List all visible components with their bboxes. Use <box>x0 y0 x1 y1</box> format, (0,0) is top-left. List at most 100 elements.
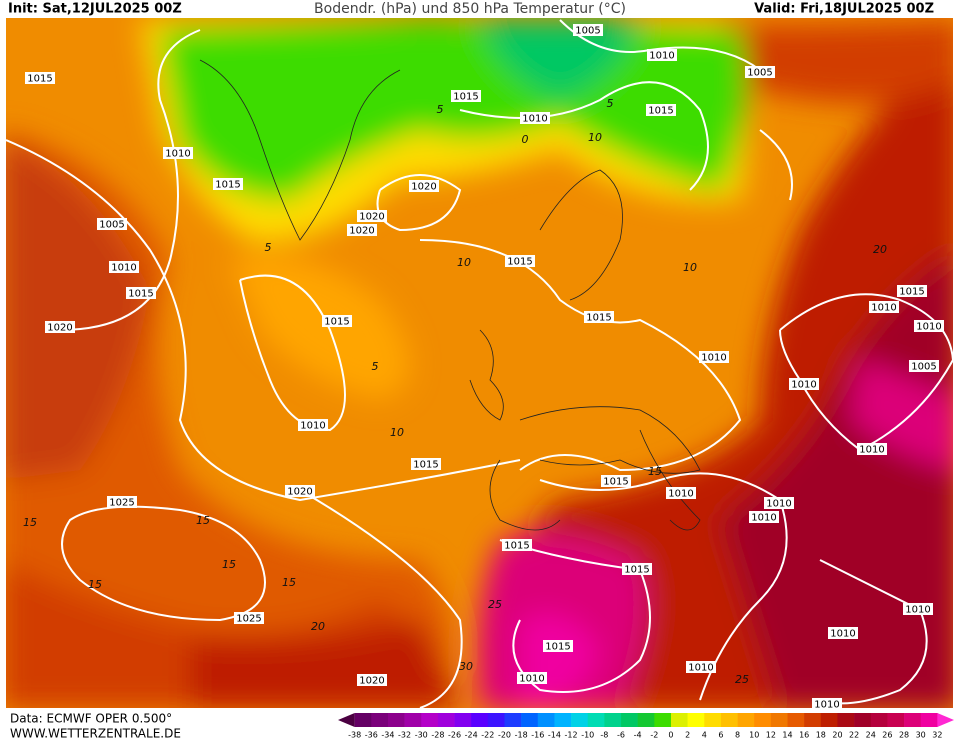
colorbar-swatch <box>504 713 522 727</box>
colorbar-label: -18 <box>515 731 528 740</box>
isobars <box>6 19 953 708</box>
colorbar-swatch <box>754 713 772 727</box>
colorbar-label: 16 <box>799 731 809 740</box>
isotherm-label: 15 <box>23 516 37 529</box>
colorbar-swatch <box>870 713 888 727</box>
colorbar-swatch <box>404 713 422 727</box>
colorbar-label: -6 <box>617 731 625 740</box>
colorbar-label: 4 <box>702 731 707 740</box>
colorbar-label: 22 <box>849 731 859 740</box>
colorbar-swatch <box>687 713 705 727</box>
isobar-label-box <box>666 487 696 499</box>
colorbar-arrow <box>338 713 355 727</box>
colorbar-label: -28 <box>431 731 444 740</box>
isobar-label-box <box>234 612 264 624</box>
colorbar-swatch <box>787 713 805 727</box>
colorbar-label: -8 <box>600 731 608 740</box>
colorbar-swatch <box>371 713 389 727</box>
colorbar-swatch <box>704 713 722 727</box>
colorbar-swatch <box>887 713 905 727</box>
isobar-label: 1015 <box>27 74 52 85</box>
colorbar-label: 32 <box>932 731 942 740</box>
colorbar-label: -10 <box>581 731 594 740</box>
isobar-label-box <box>789 378 819 390</box>
isobar-label-box <box>812 698 842 710</box>
isobar-label-box <box>347 224 377 236</box>
isobar-label: 1020 <box>349 226 374 237</box>
colorbar: -38 -36 -34 -32 -30 -28 -26 -24 -22 -20 -18 -16 -14-… <box>338 713 954 740</box>
isobar-label: 1015 <box>215 180 240 191</box>
isobar-label: 1010 <box>519 674 544 685</box>
isobar-label: 1025 <box>236 614 261 625</box>
isotherm-label: 20 <box>311 620 325 633</box>
isobar-label: 1010 <box>701 353 726 364</box>
colorbar-swatch <box>770 713 788 727</box>
isobar-label: 1015 <box>545 642 570 653</box>
isobar-label-box <box>897 285 927 297</box>
isobar-label-box <box>357 674 387 686</box>
colorbar-label: 0 <box>668 731 673 740</box>
isotherm-label: 30 <box>459 660 473 673</box>
isobar-label-box <box>285 485 315 497</box>
isotherm-label: 10 <box>683 261 697 274</box>
colorbar-label: -24 <box>465 731 478 740</box>
isotherm-label: 15 <box>222 558 236 571</box>
colorbar-swatch <box>854 713 872 727</box>
isobar-label: 1010 <box>791 380 816 391</box>
colorbar-swatch <box>354 713 372 727</box>
isobar-label-box <box>622 563 652 575</box>
isotherm-label: 0 <box>522 133 529 146</box>
isobar-label: 1015 <box>624 565 649 576</box>
colorbar-swatch <box>521 713 539 727</box>
valid-time: Valid: Fri,18JUL2025 00Z <box>754 2 934 17</box>
colorbar-swatch <box>454 713 472 727</box>
isobar-label-box <box>686 661 716 673</box>
isobar-label: 1015 <box>504 541 529 552</box>
colorbar-swatch <box>904 713 922 727</box>
colorbar-swatch <box>387 713 405 727</box>
init-time: Init: Sat,12JUL2025 00Z <box>8 2 182 17</box>
colorbar-swatch <box>820 713 838 727</box>
isobar-label-box <box>573 24 603 36</box>
isobar-label-box <box>107 496 137 508</box>
isobar-label-box <box>97 218 127 230</box>
isobar-label: 1015 <box>899 287 924 298</box>
isobar-label-box <box>764 497 794 509</box>
colorbar-swatch <box>837 713 855 727</box>
isotherm-label: 25 <box>735 673 749 686</box>
isobar-label-box <box>451 90 481 102</box>
colorbar-label: -4 <box>634 731 642 740</box>
isobar-label: 1020 <box>359 676 384 687</box>
isobar-label-box <box>749 511 779 523</box>
isobar-label: 1010 <box>751 513 776 524</box>
colorbar-label: -34 <box>381 731 394 740</box>
isobar-label-box <box>699 351 729 363</box>
colorbar-label: -20 <box>498 731 511 740</box>
isotherm-label: 25 <box>488 598 502 611</box>
isobar-label-box <box>584 311 614 323</box>
isobar-label-box <box>411 458 441 470</box>
isobar-label: 1010 <box>522 114 547 125</box>
coastlines <box>199 59 701 531</box>
colorbar-label: -2 <box>650 731 658 740</box>
isobar-label: 1010 <box>688 663 713 674</box>
isobar-label: 1010 <box>649 51 674 62</box>
colorbar-swatch <box>720 713 738 727</box>
isobar-label: 1010 <box>300 421 325 432</box>
isobar-label-box <box>163 147 193 159</box>
colorbar-label: -14 <box>548 731 561 740</box>
isobar-label: 1010 <box>871 303 896 314</box>
isobar-label-box <box>601 475 631 487</box>
isotherm-label: 10 <box>457 256 471 269</box>
isobar-label-box <box>857 443 887 455</box>
isotherm-label: 5 <box>607 97 614 110</box>
isobar-label-box <box>357 210 387 222</box>
colorbar-label: 6 <box>718 731 723 740</box>
colorbar-swatch <box>587 713 605 727</box>
colorbar-swatch <box>621 713 638 727</box>
colorbar-swatch <box>421 713 439 727</box>
isotherm-label: 5 <box>437 103 444 116</box>
website: WWW.WETTERZENTRALE.DE <box>10 727 181 741</box>
isobar-label-box <box>502 539 532 551</box>
